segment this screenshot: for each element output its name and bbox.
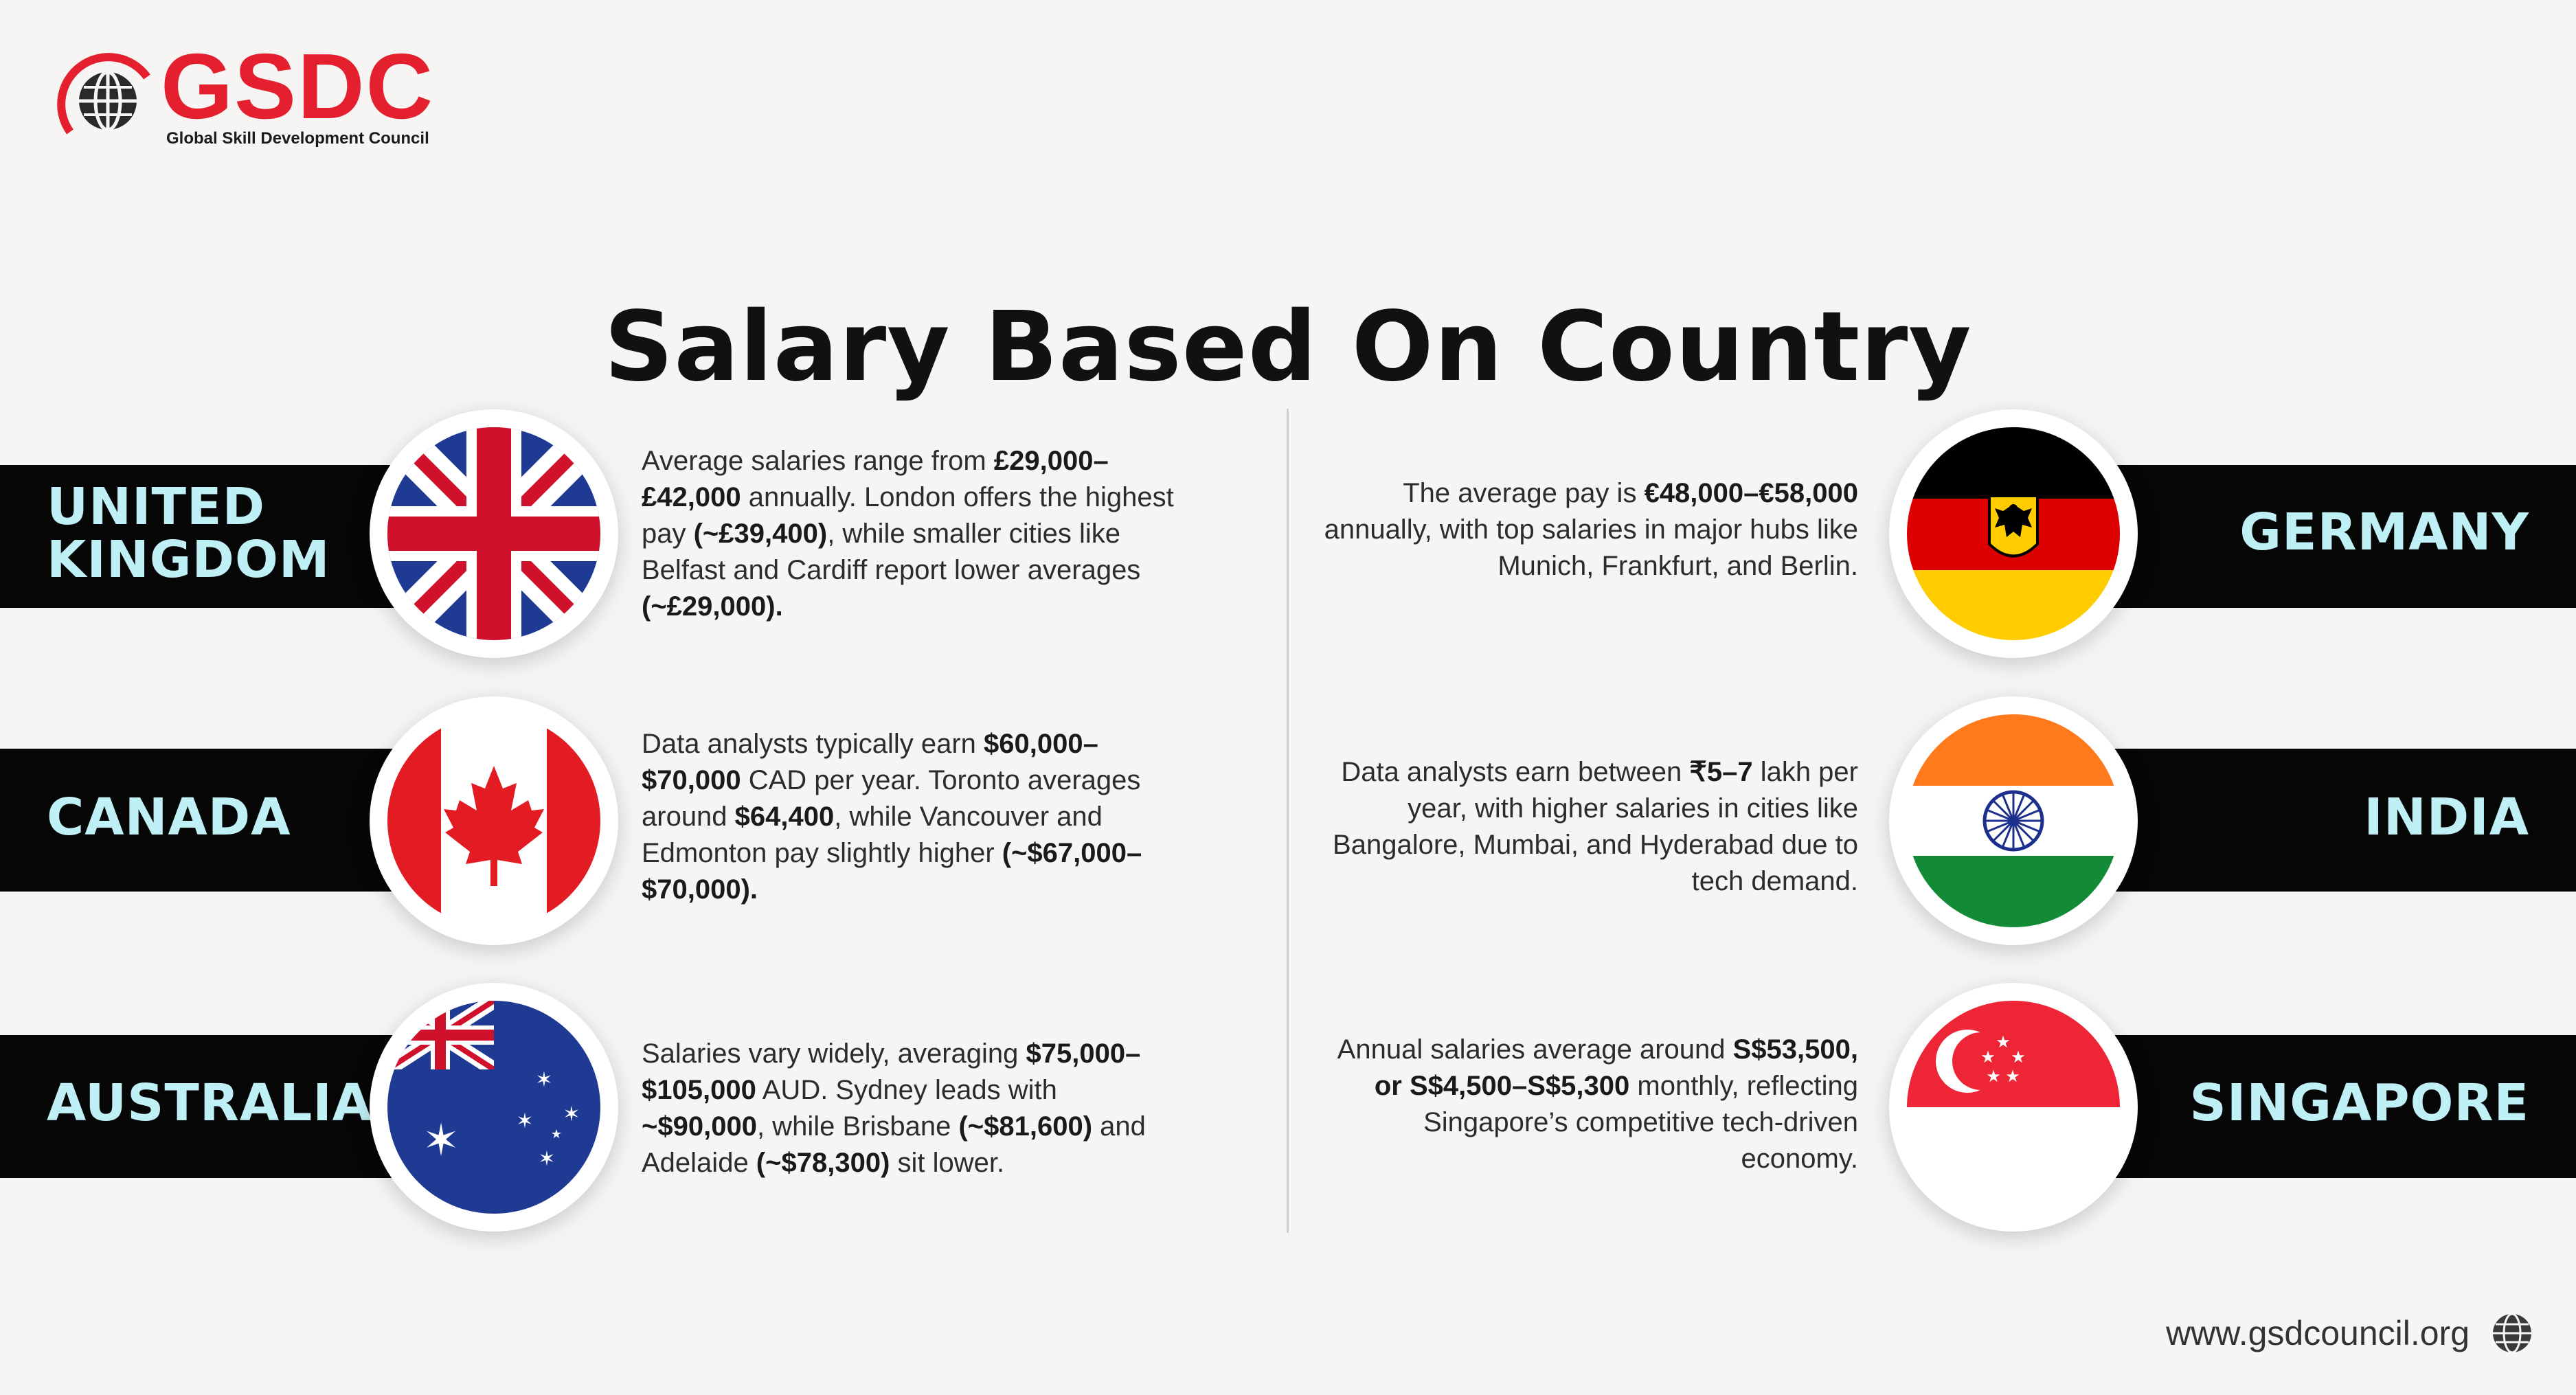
website-link[interactable]: www.gsdcouncil.org [2166,1314,2470,1352]
country-name-line: UNITED [47,477,266,536]
svg-text:★: ★ [551,1127,562,1142]
svg-text:✶: ✶ [535,1068,552,1092]
desc-highlight: ~$90,000 [642,1111,757,1142]
desc-text: CAD per year. Toronto averages around [642,765,1141,832]
country-name-line: KINGDOM [47,530,330,589]
desc-text: annually. London offers the highest pay [642,482,1174,549]
canada-flag-icon [387,714,600,927]
globe-icon [2493,1313,2531,1354]
svg-text:★: ★ [2005,1067,2020,1086]
desc-highlight: (~$67,000–$70,000). [642,838,1142,905]
svg-text:✶: ✶ [538,1147,555,1171]
desc-singapore: Annual salaries average around S$53,500,… [1315,1032,1858,1177]
desc-text: , while smaller cities like Belfast and … [642,519,1141,585]
center-divider [1287,409,1289,1233]
svg-text:★: ★ [1996,1032,2011,1052]
desc-text: lakh per year, with higher salaries in c… [1333,757,1858,896]
desc-text: Annual salaries average around [1337,1034,1733,1065]
desc-text: sit lower. [890,1148,1005,1178]
uk-flag-icon [387,427,600,640]
country-name-line: CANADA [47,788,291,847]
desc-highlight: (~£39,400) [693,519,828,549]
country-name-line: GERMANY [2239,503,2529,562]
desc-highlight: ₹5–7 [1689,757,1753,787]
svg-text:✶: ✶ [516,1109,533,1133]
desc-highlight: (~£29,000). [642,591,783,622]
australia-flag-icon: ✶ ✶ ✶ ✶ ✶ ★ [387,1001,600,1214]
desc-text: , while Brisbane [756,1111,959,1142]
desc-canada: Data analysts typically earn $60,000–$70… [642,726,1184,908]
desc-text: and Adelaide [642,1111,1146,1178]
desc-text: The average pay is [1403,478,1645,508]
desc-text: Average salaries range from [642,446,994,476]
flag-badge-uk [370,409,618,658]
flag-badge-canada [370,696,618,945]
desc-india: Data analysts earn between ₹5–7 lakh per… [1315,754,1858,900]
desc-text: Data analysts earn between [1341,757,1690,787]
gsdc-logo: GSDC Global Skill Development Council [56,34,441,159]
svg-text:★: ★ [2011,1047,2026,1067]
desc-highlight: $75,000–$105,000 [642,1039,1141,1105]
flag-badge-germany [1889,409,2138,658]
svg-text:✶: ✶ [563,1102,580,1126]
svg-text:✶: ✶ [422,1115,460,1166]
flag-badge-india [1889,696,2138,945]
desc-highlight: €48,000–€58,000 [1644,478,1858,508]
country-band-india [2081,749,2576,892]
desc-text: annually, with top salaries in major hub… [1324,514,1858,581]
country-name-line: INDIA [2364,788,2529,847]
country-band-germany [2081,465,2576,608]
desc-highlight: £29,000–£42,000 [642,446,1109,512]
india-flag-icon [1907,714,2120,927]
brand-name: GSDC [161,34,435,138]
desc-highlight: $60,000–$70,000 [642,729,1098,795]
svg-text:★: ★ [1980,1047,1996,1067]
desc-text: , while Vancouver and Edmonton pay sligh… [642,802,1103,868]
desc-highlight: (~$78,300) [756,1148,890,1178]
desc-highlight: $64,400 [734,802,835,832]
gsdc-globe-icon [57,53,150,135]
singapore-flag-icon: ★ ★ ★ ★ ★ [1907,1001,2120,1214]
desc-text: Salaries vary widely, averaging [642,1039,1026,1069]
country-name-india: INDIA [2364,791,2529,844]
brand-tagline: Global Skill Development Council [166,129,429,148]
desc-uk: Average salaries range from £29,000–£42,… [642,443,1184,625]
germany-flag-icon [1907,427,2120,640]
desc-highlight: (~$81,600) [958,1111,1093,1142]
flag-badge-australia: ✶ ✶ ✶ ✶ ✶ ★ [370,983,618,1232]
country-name-uk: UNITED KINGDOM [47,481,330,587]
desc-germany: The average pay is €48,000–€58,000 annua… [1315,475,1858,585]
country-name-singapore: SINGAPORE [2190,1077,2529,1130]
svg-text:★: ★ [1986,1067,2001,1086]
flag-badge-singapore: ★ ★ ★ ★ ★ [1889,983,2138,1232]
country-band-singapore [2081,1035,2576,1178]
page-title: Salary Based On Country [604,291,1972,403]
desc-text: Data analysts typically earn [642,729,984,759]
country-name-canada: CANADA [47,791,291,844]
country-name-line: SINGAPORE [2189,1074,2529,1133]
desc-text: AUD. Sydney leads with [756,1075,1057,1105]
country-name-australia: AUSTRALIA [47,1077,372,1130]
desc-highlight: S$53,500, or S$4,500–S$5,300 [1374,1034,1858,1101]
country-name-line: AUSTRALIA [47,1074,373,1133]
desc-text: monthly, reflecting Singapore’s competit… [1423,1071,1858,1174]
country-name-germany: GERMANY [2239,506,2529,559]
desc-australia: Salaries vary widely, averaging $75,000–… [642,1036,1184,1181]
